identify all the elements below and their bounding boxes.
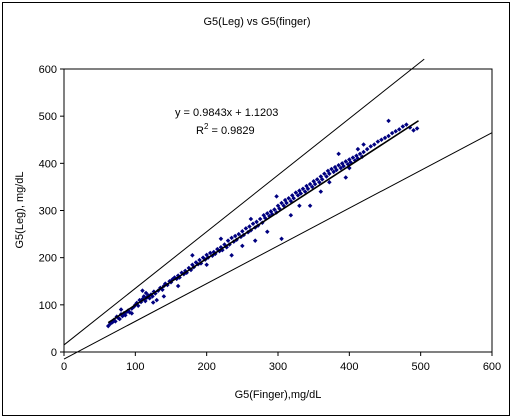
- y-tick-label: 0: [51, 347, 57, 359]
- data-point: [382, 135, 388, 141]
- y-tick-label: 500: [39, 111, 57, 123]
- y-axis-title: G5(Leg), mg/dL: [14, 171, 26, 248]
- regression-equation: y = 0.9843x + 1.1203: [175, 107, 278, 119]
- data-point: [393, 128, 398, 134]
- chart-title: G5(Leg) vs G5(finger): [204, 16, 311, 28]
- reference-lines: [63, 58, 493, 360]
- x-axis-ticks: 0 100 200 300 400 500 600: [61, 352, 501, 373]
- data-point: [204, 262, 209, 268]
- data-point: [150, 300, 156, 305]
- y-tick-label: 400: [39, 158, 57, 170]
- data-point: [312, 181, 318, 187]
- y-tick-label: 300: [39, 206, 57, 218]
- x-tick-label: 100: [126, 361, 144, 373]
- scatter-chart: G5(Leg) vs G5(finger) 0 100 200 300 400 500 60…: [14, 16, 501, 401]
- data-point: [327, 179, 332, 185]
- x-tick-label: 400: [340, 361, 358, 373]
- data-point: [364, 146, 370, 152]
- data-point: [252, 238, 258, 243]
- y-tick-label: 600: [39, 64, 57, 76]
- data-point: [319, 177, 325, 182]
- data-point: [379, 137, 384, 143]
- data-point: [314, 177, 320, 182]
- data-point: [161, 294, 167, 299]
- data-point: [265, 211, 270, 216]
- data-point: [327, 171, 332, 176]
- data-point: [305, 186, 311, 192]
- r-squared-label: R2 = 0.9829: [196, 122, 255, 137]
- data-point: [324, 174, 329, 179]
- data-point: [357, 151, 363, 157]
- x-tick-label: 0: [61, 361, 67, 373]
- y-axis-ticks: 0 100 200 300 400 500 600: [39, 64, 64, 359]
- data-point: [288, 212, 294, 218]
- data-point: [334, 167, 339, 173]
- data-point: [118, 307, 124, 312]
- data-point: [295, 193, 301, 198]
- x-tick-label: 200: [197, 361, 215, 373]
- data-point: [341, 163, 346, 169]
- x-tick-label: 600: [483, 361, 501, 373]
- data-point: [318, 189, 324, 194]
- data-point: [291, 195, 296, 201]
- data-point: [265, 229, 270, 234]
- x-tick-label: 300: [269, 361, 287, 373]
- data-point: [372, 142, 377, 147]
- x-axis-title: G5(Finger),mg/dL: [235, 389, 322, 401]
- data-point: [190, 253, 195, 258]
- data-point: [317, 179, 322, 185]
- reference-line: [63, 132, 493, 360]
- chart-frame: G5(Leg) vs G5(finger) 0 100 200 300 400 500 60…: [2, 2, 510, 416]
- trendline: [107, 120, 419, 324]
- y-tick-label: 100: [39, 300, 57, 312]
- data-point: [129, 311, 135, 316]
- data-point: [286, 195, 291, 201]
- data-point: [302, 189, 308, 194]
- data-point: [272, 207, 277, 212]
- data-point: [154, 297, 159, 303]
- data-point: [300, 186, 306, 192]
- data-point: [257, 216, 263, 222]
- data-point: [361, 142, 366, 147]
- x-tick-label: 500: [411, 361, 429, 373]
- data-point: [336, 151, 341, 157]
- reference-line: [63, 58, 425, 346]
- y-tick-label: 200: [39, 253, 57, 265]
- data-point: [229, 253, 234, 258]
- data-point: [293, 190, 299, 195]
- data-point: [309, 184, 315, 190]
- r-squared-exponent: 2: [204, 122, 209, 131]
